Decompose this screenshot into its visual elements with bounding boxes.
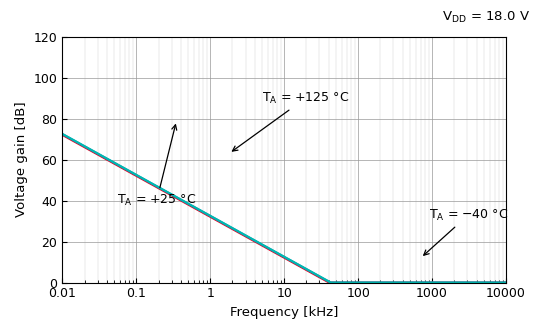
Y-axis label: Voltage gain [dB]: Voltage gain [dB] [15, 102, 28, 217]
Text: T$_\mathregular{A}$ = +125 °C: T$_\mathregular{A}$ = +125 °C [233, 91, 349, 151]
Text: T$_\mathregular{A}$ = −40 °C: T$_\mathregular{A}$ = −40 °C [424, 207, 508, 255]
X-axis label: Frequency [kHz]: Frequency [kHz] [230, 306, 338, 319]
Text: T$_\mathregular{A}$ = +25 °C: T$_\mathregular{A}$ = +25 °C [117, 125, 196, 208]
Text: V$_{\mathregular{DD}}$ = 18.0 V: V$_{\mathregular{DD}}$ = 18.0 V [442, 10, 530, 25]
